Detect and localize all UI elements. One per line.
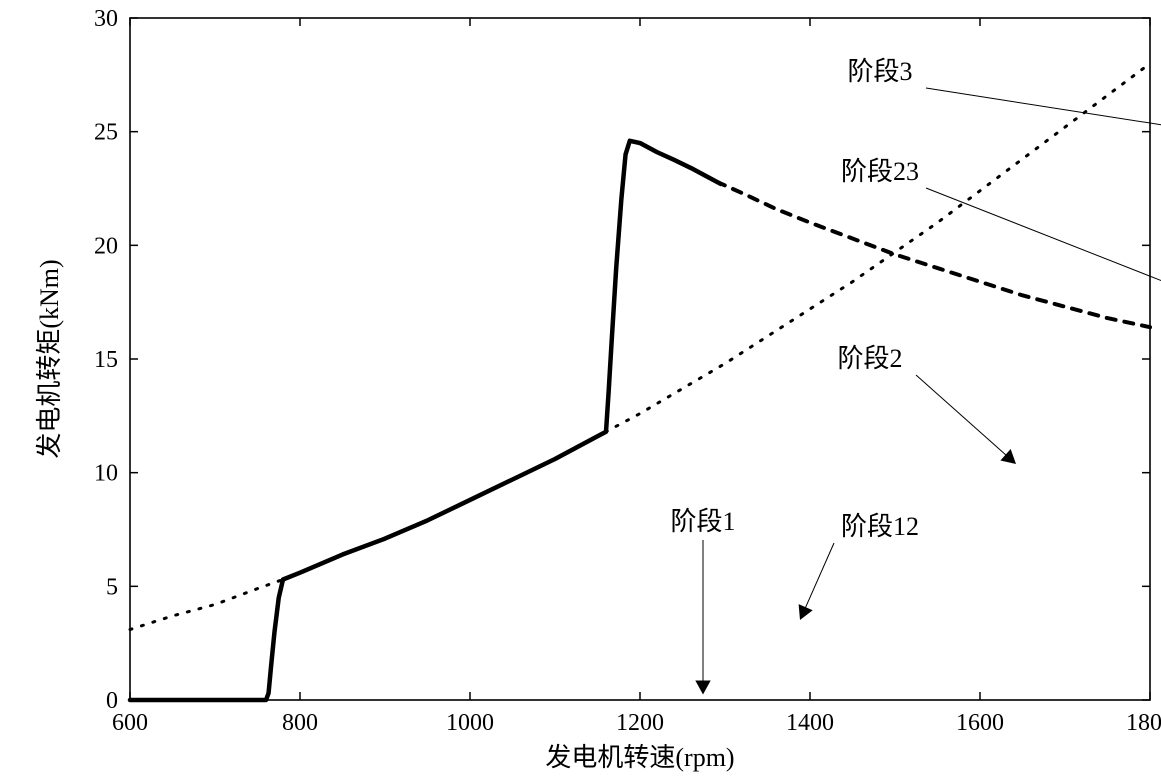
x-tick-label: 1400 — [786, 710, 834, 736]
x-tick-label: 1600 — [956, 710, 1004, 736]
annotation-label-4: 阶段12 — [841, 512, 919, 541]
annotation-label-1: 阶段23 — [841, 157, 919, 186]
annotation-arrow — [805, 543, 834, 609]
annotation-label-2: 阶段2 — [837, 344, 902, 373]
y-tick-label: 25 — [94, 120, 118, 146]
y-tick-label: 0 — [106, 688, 118, 714]
annotation-arrow — [926, 188, 1161, 284]
x-tick-label: 1000 — [446, 710, 494, 736]
x-tick-label: 1200 — [616, 710, 664, 736]
y-tick-label: 10 — [94, 461, 118, 487]
y-tick-label: 5 — [106, 574, 118, 600]
annotation-arrow — [916, 375, 1007, 456]
x-tick-label: 1800 — [1126, 710, 1161, 736]
series-dashed-curve-falling — [717, 182, 1151, 327]
y-tick-label: 30 — [94, 6, 118, 32]
y-axis-title: 发电机转矩(kNm) — [35, 259, 64, 458]
arrow-head-icon — [695, 681, 710, 695]
series-dotted-curve-rising — [130, 63, 1150, 629]
x-axis-title: 发电机转速(rpm) — [545, 743, 734, 772]
annotation-label-3: 阶段1 — [670, 507, 735, 536]
y-tick-label: 15 — [94, 347, 118, 373]
series-solid-main — [130, 141, 721, 700]
annotation-arrow — [926, 88, 1161, 134]
torque-speed-chart: 60080010001200140016001800051015202530发电… — [0, 0, 1161, 778]
chart-container: 60080010001200140016001800051015202530发电… — [0, 0, 1161, 778]
arrow-head-icon — [1000, 449, 1016, 464]
x-tick-label: 800 — [282, 710, 318, 736]
y-tick-label: 20 — [94, 233, 118, 259]
plot-border — [130, 18, 1150, 700]
annotation-label-0: 阶段3 — [847, 57, 912, 86]
